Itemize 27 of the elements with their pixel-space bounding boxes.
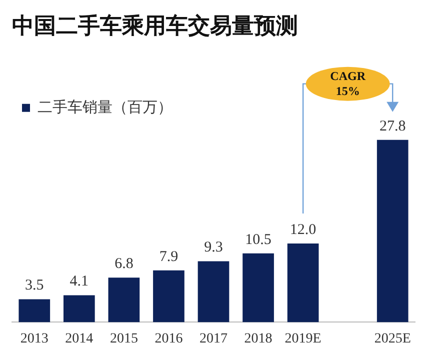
bar (198, 261, 230, 322)
legend-label: 二手车销量（百万） (38, 98, 172, 116)
data-label: 27.8 (379, 118, 406, 134)
x-tick-label: 2017 (200, 331, 228, 346)
bar (108, 278, 140, 322)
x-tick-label: 2019E (284, 331, 322, 346)
x-tick-label: 2014 (65, 331, 94, 346)
x-tick-label: 2015 (110, 331, 138, 346)
data-label: 9.3 (204, 240, 223, 256)
data-label: 7.9 (159, 248, 178, 265)
data-label: 12.0 (290, 222, 316, 238)
bar (242, 253, 274, 322)
data-label: 4.1 (70, 274, 89, 290)
x-tick-label: 2025E (374, 331, 411, 346)
bar (18, 299, 50, 322)
x-tick-label: 2013 (20, 331, 48, 346)
bar (287, 243, 319, 322)
text: CAGR 15% (329, 68, 367, 99)
data-label: 6.8 (114, 256, 134, 272)
chart-title: 中国二手车乘用车交易量预测 (12, 12, 298, 38)
x-tick-label: 2018 (244, 331, 272, 346)
bar (63, 295, 95, 322)
x-tick-label: 2016 (154, 331, 183, 346)
bar (376, 140, 408, 322)
bar (153, 270, 184, 322)
data-label: 10.5 (245, 232, 272, 248)
data-label: 3.5 (25, 278, 44, 294)
